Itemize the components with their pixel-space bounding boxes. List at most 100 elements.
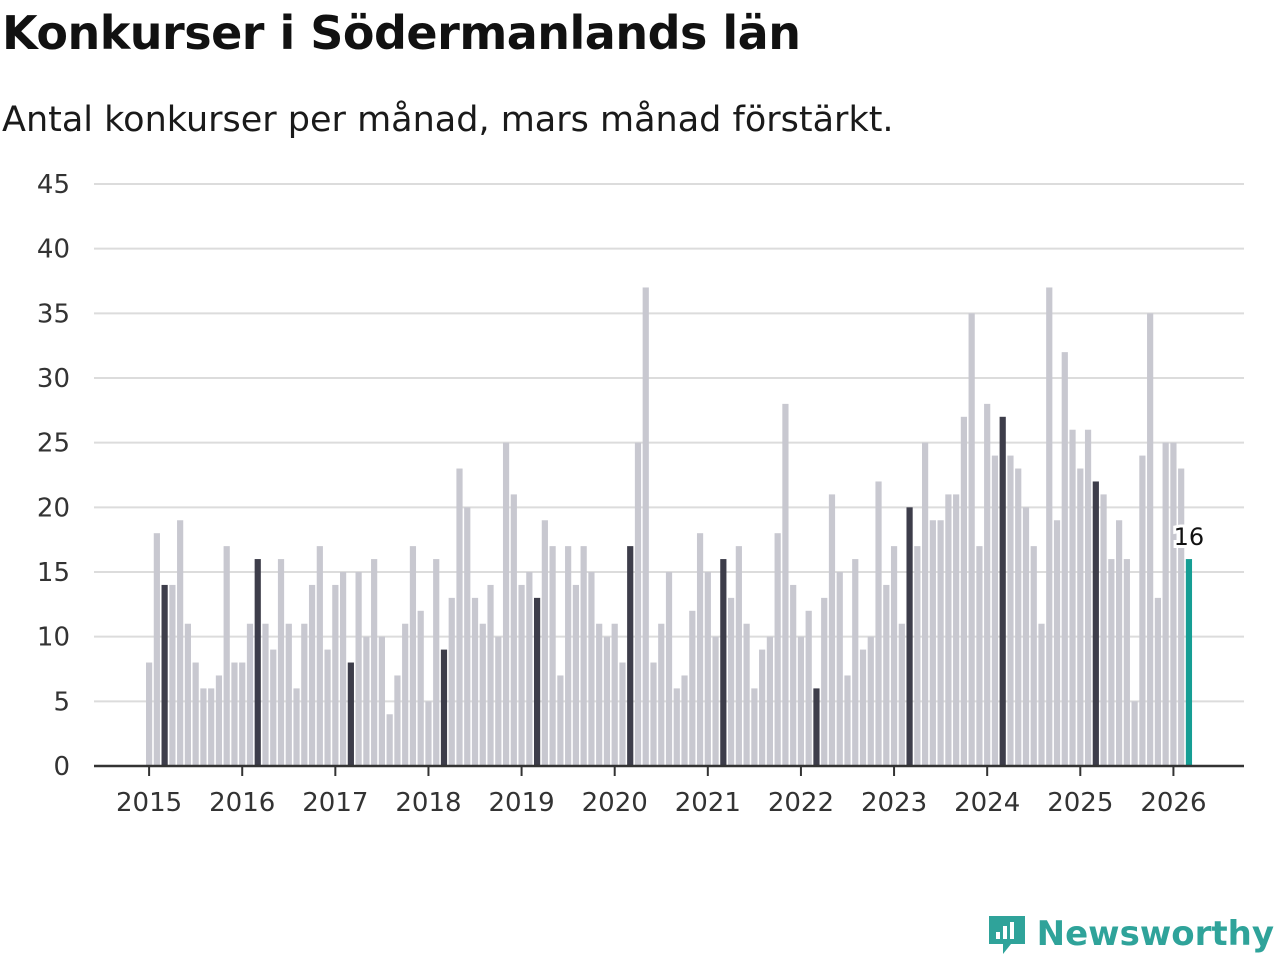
- bar-march: [627, 546, 634, 766]
- bar: [270, 649, 277, 766]
- x-tick-label: 2017: [302, 788, 368, 818]
- y-tick-label: 10: [37, 623, 70, 653]
- bar: [634, 442, 642, 766]
- bar: [355, 572, 362, 766]
- bar: [1100, 494, 1107, 766]
- bars: [146, 287, 1193, 766]
- bar: [146, 662, 153, 766]
- bar: [340, 572, 347, 766]
- bar: [883, 584, 890, 766]
- bar: [580, 546, 587, 766]
- chart-subtitle: Antal konkurser per månad, mars månad fö…: [2, 100, 894, 140]
- bar-march: [813, 688, 820, 766]
- bar: [223, 546, 230, 766]
- bar: [208, 688, 215, 766]
- bar-march: [254, 559, 261, 766]
- bar: [1069, 429, 1076, 766]
- bar: [301, 623, 308, 766]
- bar-march: [720, 559, 727, 766]
- bar: [402, 623, 409, 766]
- bar: [821, 597, 828, 766]
- bar: [177, 520, 184, 766]
- chart-title: Konkurser i Södermanlands län: [2, 6, 801, 60]
- bar-march: [534, 597, 541, 766]
- bar: [898, 623, 905, 766]
- x-tick-label: 2025: [1047, 788, 1113, 818]
- bar: [1022, 507, 1030, 766]
- bar: [215, 675, 223, 766]
- bar: [611, 623, 618, 766]
- bar: [890, 546, 898, 766]
- bar: [277, 559, 285, 766]
- bar: [603, 636, 611, 766]
- bar: [828, 494, 836, 766]
- bar: [1178, 468, 1185, 766]
- bar: [1061, 352, 1068, 766]
- bar: [945, 494, 952, 766]
- bar: [1077, 468, 1084, 766]
- bar: [1170, 442, 1177, 766]
- bar: [852, 559, 859, 766]
- bar: [665, 572, 673, 766]
- bar: [1046, 287, 1053, 766]
- bar: [728, 597, 735, 766]
- x-tick-label: 2018: [395, 788, 461, 818]
- bar: [1007, 455, 1014, 766]
- bar-march: [1092, 481, 1099, 766]
- bar: [378, 636, 385, 766]
- bar: [456, 468, 463, 766]
- bar: [650, 662, 657, 766]
- x-axis: [94, 764, 1244, 776]
- bar: [1108, 559, 1115, 766]
- bar-march: [347, 662, 354, 766]
- bar: [169, 584, 176, 766]
- bar: [518, 584, 525, 766]
- bar: [782, 403, 789, 766]
- bar: [914, 546, 921, 766]
- bar: [239, 662, 246, 766]
- bar: [479, 623, 486, 766]
- y-tick-label: 40: [37, 235, 70, 265]
- bar: [797, 636, 805, 766]
- bar-march: [999, 416, 1006, 766]
- bar-latest: [1185, 559, 1193, 766]
- bar: [324, 649, 331, 766]
- bar: [859, 649, 867, 766]
- bar: [836, 572, 843, 766]
- bar-march: [440, 649, 448, 766]
- y-tick-label: 0: [53, 752, 70, 782]
- y-tick-label: 20: [37, 493, 70, 523]
- bar: [805, 610, 812, 766]
- bar: [448, 597, 455, 766]
- bar: [386, 714, 393, 766]
- bar: [409, 546, 417, 766]
- bar: [1015, 468, 1022, 766]
- bar-chart-logo-icon: [988, 916, 1025, 954]
- bar: [572, 584, 579, 766]
- bar: [487, 584, 494, 766]
- bar: [1038, 623, 1045, 766]
- bar: [231, 662, 238, 766]
- bar: [766, 636, 773, 766]
- x-tick-label: 2015: [116, 788, 182, 818]
- bar: [246, 623, 254, 766]
- bar: [929, 520, 936, 766]
- bar-march: [161, 584, 168, 766]
- bar: [293, 688, 300, 766]
- bar: [619, 662, 626, 766]
- bar: [596, 623, 603, 766]
- bar: [960, 416, 967, 766]
- bar: [976, 546, 983, 766]
- y-tick-label: 35: [37, 299, 70, 329]
- newsworthy-brand: Newsworthy: [985, 912, 1274, 956]
- bar: [1084, 429, 1092, 766]
- bar: [262, 623, 269, 766]
- bar: [751, 688, 758, 766]
- bar: [759, 649, 766, 766]
- bar: [642, 287, 649, 766]
- bar: [285, 623, 292, 766]
- bar: [968, 313, 975, 766]
- bar: [658, 623, 665, 766]
- brand-name: Newsworthy: [1036, 914, 1274, 954]
